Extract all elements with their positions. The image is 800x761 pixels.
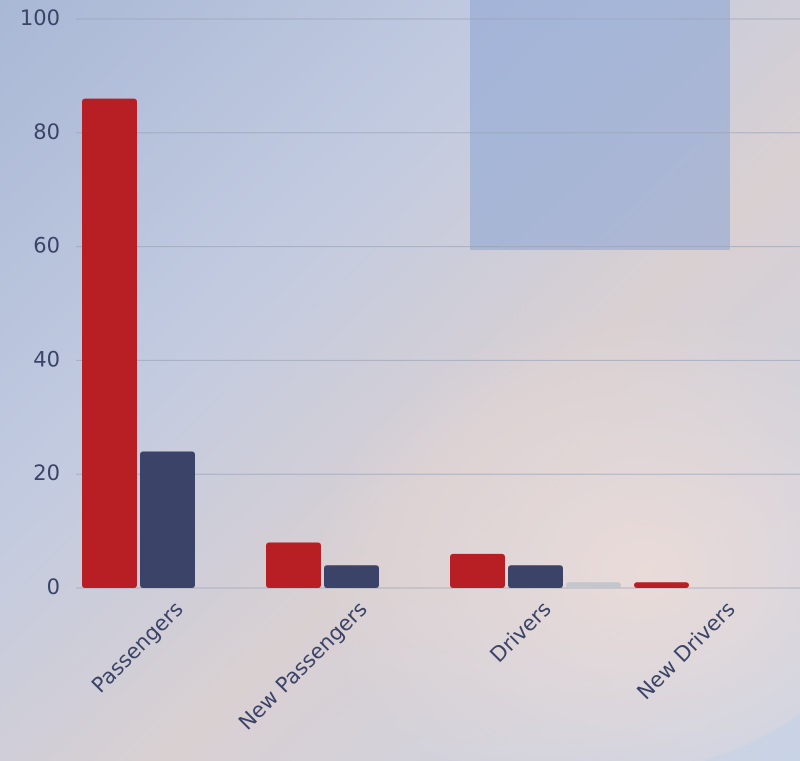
bar	[508, 565, 563, 588]
bar	[566, 582, 621, 588]
y-tick-label: 60	[33, 234, 60, 258]
y-tick-label: 80	[33, 120, 60, 144]
bar	[266, 542, 321, 588]
y-tick-label: 20	[33, 461, 60, 485]
background-shape	[470, 0, 730, 250]
bar	[140, 451, 195, 588]
background-shape	[250, 260, 800, 761]
bar	[634, 582, 689, 588]
y-tick-label: 0	[47, 575, 60, 599]
bar	[450, 553, 505, 588]
y-tick-label: 40	[33, 347, 60, 371]
bar	[82, 98, 137, 588]
bar	[324, 565, 379, 588]
y-tick-label: 100	[20, 6, 60, 30]
